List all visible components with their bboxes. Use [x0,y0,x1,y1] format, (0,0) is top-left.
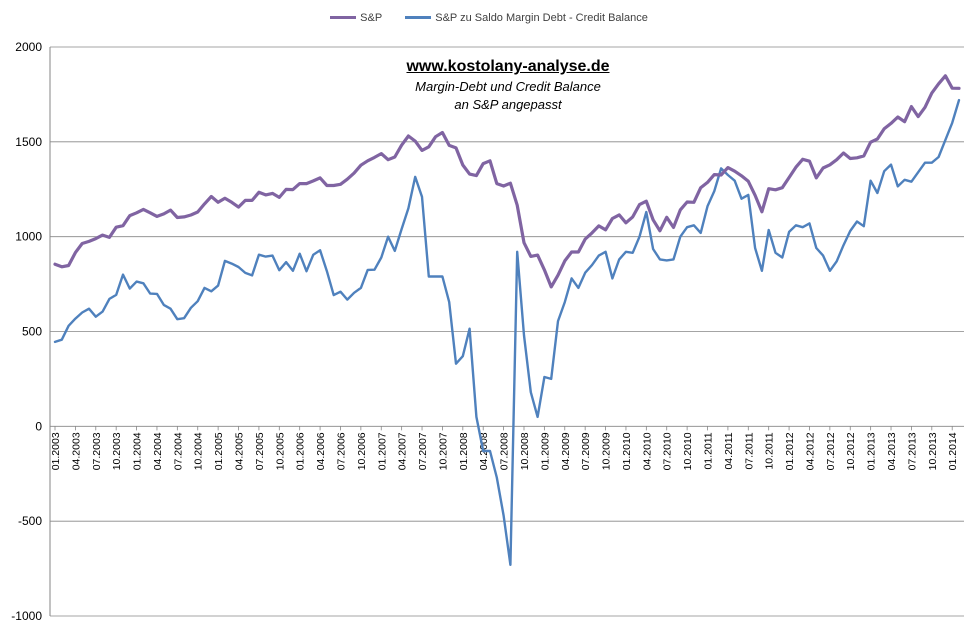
y-tick-label: 1000 [15,230,42,244]
legend-label-margin: S&P zu Saldo Margin Debt - Credit Balanc… [435,11,648,24]
y-axis-labels: -1000 -500 0 500 1000 1500 2000 [11,40,42,623]
y-tick-label: -500 [18,514,42,528]
x-tick-label: 04.2013 [886,432,898,470]
x-tick-label: 10.2004 [193,432,205,470]
x-tick-label: 04.2012 [804,432,816,470]
legend-swatch-sp [330,16,357,19]
x-tick-label: 01.2010 [621,432,633,470]
legend-item-sp: S&P [330,12,382,24]
x-tick-label: 07.2012 [825,432,837,470]
x-tick-label: 07.2007 [417,432,429,470]
x-tick-label: 04.2005 [234,432,246,470]
x-tick-label: 01.2008 [458,432,470,470]
website-label: www.kostolany-analyse.de [406,58,610,75]
axes [49,47,953,616]
x-tick-label: 04.2007 [397,432,409,470]
x-tick-label: 04.2004 [152,432,164,470]
x-tick-label: 07.2003 [91,432,103,470]
x-tick-label: 07.2004 [172,432,184,470]
x-tick-label: 04.2011 [723,432,735,469]
x-tick-label: 10.2008 [519,432,531,470]
x-axis-labels: 01.2003 04.2003 07.2003 10.2003 01.2004 04.20… [50,432,959,470]
annotation-line-1: Margin-Debt und Credit Balance [415,79,601,94]
series-lines [53,74,961,566]
x-tick-label: 04.2006 [315,432,327,470]
y-tick-label: 2000 [15,40,42,54]
x-tick-label: 01.2007 [376,432,388,470]
x-tick-label: 10.2006 [356,432,368,470]
legend: S&P S&P zu Saldo Margin Debt - Credit Ba… [0,10,978,24]
y-tick-label: -1000 [11,609,42,623]
x-tick-label: 01.2004 [132,432,144,470]
x-tick-label: 01.2014 [947,432,959,470]
x-tick-label: 10.2011 [764,432,776,469]
x-tick-label: 04.2010 [641,432,653,470]
x-tick-label: 07.2011 [743,432,755,469]
x-tick-label: 10.2007 [437,432,449,470]
legend-item-margin: S&P zu Saldo Margin Debt - Credit Balanc… [405,12,648,24]
legend-swatch-margin [405,16,432,19]
y-tick-label: 1500 [15,135,42,149]
x-tick-label: 10.2012 [845,432,857,470]
series-line-margin [53,98,961,566]
x-tick-label: 10.2009 [601,432,613,470]
x-tick-label: 07.2010 [662,432,674,470]
y-tick-label: 0 [35,419,42,433]
x-tick-label: 10.2005 [274,432,286,470]
x-tick-label: 07.2013 [906,432,918,470]
x-tick-label: 01.2012 [784,432,796,470]
x-tick-label: 10.2013 [927,432,939,470]
x-tick-label: 07.2009 [580,432,592,470]
chart-annotation: www.kostolany-analyse.de Margin-Debt und… [360,58,656,112]
x-tick-label: 04.2003 [70,432,82,470]
x-tick-label: 01.2013 [866,432,878,470]
x-tick-label: 07.2005 [254,432,266,470]
y-tick-label: 500 [22,325,42,339]
x-tick-label: 01.2006 [295,432,307,470]
series-line-sp [53,74,961,289]
x-tick-label: 10.2003 [111,432,123,470]
x-tick-label: 01.2005 [213,432,225,470]
x-tick-label: 04.2009 [560,432,572,470]
legend-label-sp: S&P [360,11,383,24]
x-tick-label: 07.2006 [335,432,347,470]
x-tick-label: 07.2008 [499,432,511,470]
gridlines [50,46,964,617]
x-tick-label: 01.2009 [539,432,551,470]
x-tick-label: 01.2003 [50,432,62,470]
x-tick-label: 10.2010 [682,432,694,470]
x-tick-label: 01.2011 [703,432,715,469]
annotation-line-2: an S&P angepasst [454,97,562,112]
